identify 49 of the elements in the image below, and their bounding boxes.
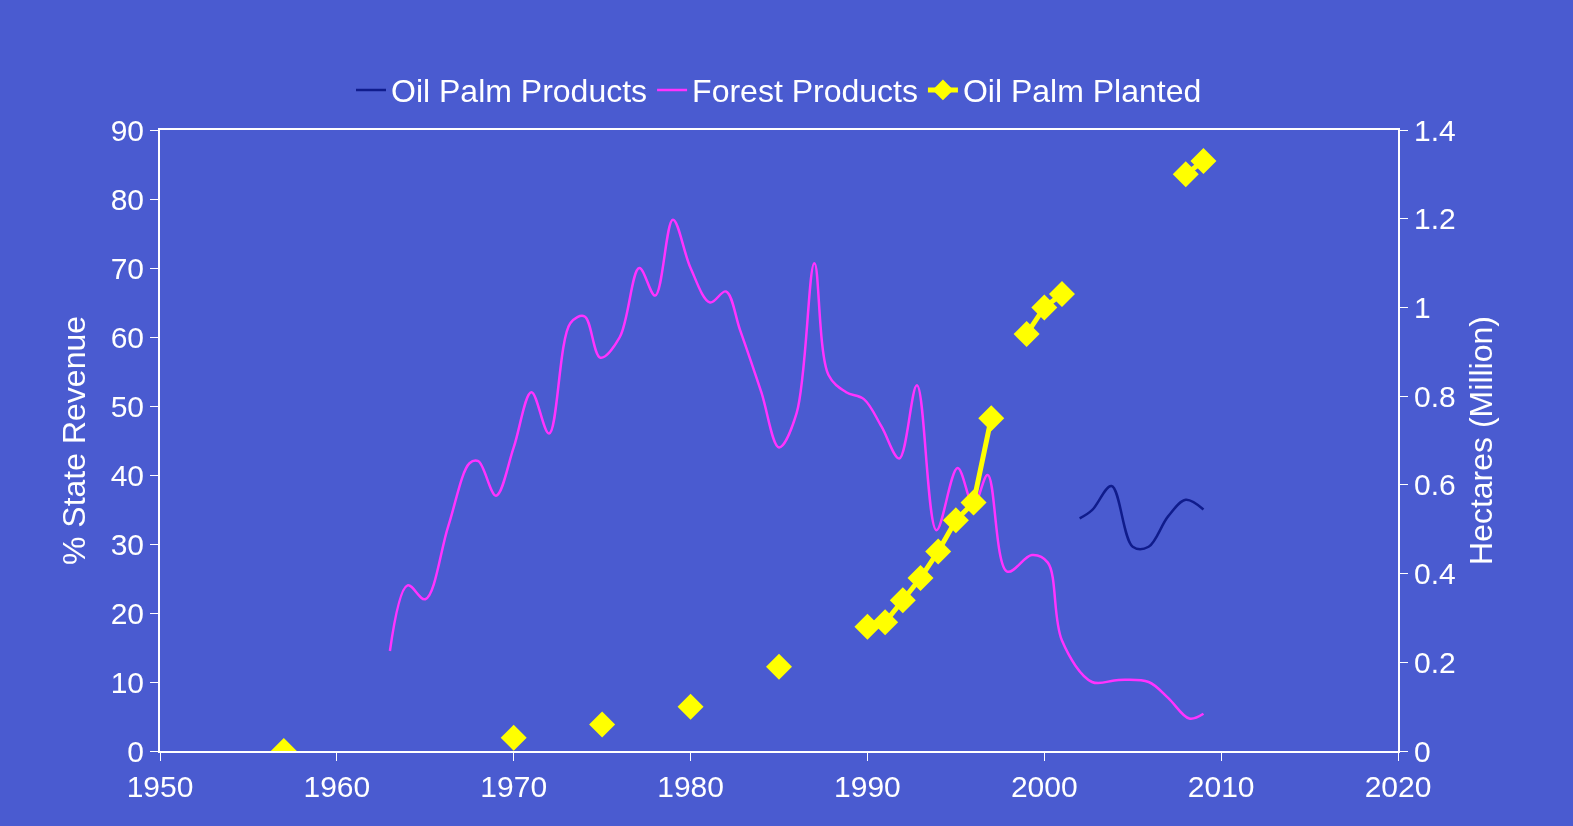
point: [925, 538, 952, 565]
legend-label: Forest Products: [692, 73, 918, 110]
x-tick-label: 1980: [657, 770, 724, 803]
y-tick-label: 90: [110, 113, 144, 147]
point: [677, 693, 704, 720]
point: [854, 613, 881, 640]
y-tick-label: 20: [110, 596, 144, 630]
y2-tick-label: 0.6: [1414, 468, 1456, 502]
y2-tick-label: 1: [1414, 290, 1431, 324]
point: [1013, 321, 1040, 348]
y2-tick-label: 0.2: [1414, 645, 1456, 679]
y-tick-label: 10: [110, 665, 144, 699]
x-tick-label: 2010: [1187, 770, 1255, 803]
y2-tick-label: 1.2: [1414, 202, 1456, 236]
x-tick-label: 1960: [303, 770, 371, 803]
x-tick-label: 2020: [1364, 770, 1432, 803]
x-tick-label: 1990: [834, 770, 901, 803]
point: [1048, 281, 1075, 308]
y-axis-title: % State Revenue: [56, 315, 93, 566]
y-tick-label: 60: [110, 320, 144, 354]
y2-tick-label: 0: [1414, 734, 1431, 768]
point: [589, 711, 616, 738]
legend-label: Oil Palm Products: [391, 73, 648, 110]
line-series: [388, 218, 1205, 720]
point: [889, 587, 916, 614]
point: [500, 724, 527, 751]
y2-tick-label: 0.4: [1414, 557, 1456, 591]
point: [907, 565, 934, 592]
point: [960, 489, 987, 516]
y-tick-label: 50: [110, 389, 144, 423]
y-tick-label: 30: [110, 527, 144, 561]
x-tick-label: 1950: [126, 770, 194, 803]
point: [1172, 161, 1199, 188]
x-tick-label: 1970: [480, 770, 548, 803]
x-tick-label: 2000: [1010, 770, 1078, 803]
point: [978, 405, 1005, 432]
point: [942, 507, 969, 534]
y2-axis-title: Hectares (Million): [1463, 316, 1500, 565]
point: [1190, 148, 1217, 175]
y-tick-label: 80: [110, 182, 144, 216]
legend-label: Oil Palm Planted: [962, 73, 1202, 110]
y2-tick-label: 1.4: [1414, 113, 1456, 147]
y-tick-label: 0: [127, 734, 144, 768]
point: [872, 609, 899, 636]
y-tick-label: 40: [110, 458, 144, 492]
point: [1031, 294, 1058, 321]
y2-tick-label: 0.8: [1414, 379, 1456, 413]
point: [766, 653, 792, 680]
y-tick-label: 70: [110, 251, 144, 285]
